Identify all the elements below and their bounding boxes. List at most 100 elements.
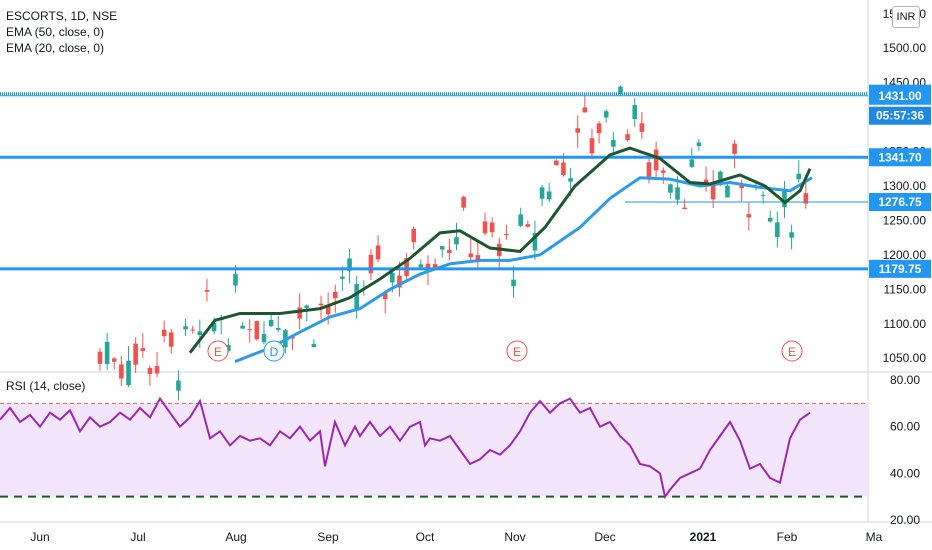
price-tick-label: 1500.00 (883, 41, 927, 55)
candle-body (439, 246, 445, 250)
candle-body (718, 171, 723, 180)
candle-body (618, 86, 623, 94)
candle-body (689, 159, 695, 167)
candle-body (447, 249, 452, 253)
candle-body (625, 134, 630, 141)
candle-body (126, 360, 131, 386)
candle-body (404, 258, 409, 277)
candle-body (226, 344, 231, 352)
candle-body (546, 191, 552, 200)
price-label-box (869, 259, 931, 278)
rsi-tick-label: 40.00 (890, 466, 920, 480)
price-tick-label: 1250.00 (883, 213, 927, 227)
rsi-label[interactable]: RSI (14, close) (6, 379, 86, 393)
candle-body (803, 193, 809, 204)
candle-body (568, 178, 573, 182)
rsi-tick-label: 20.00 (890, 513, 920, 527)
candle-body (161, 329, 167, 337)
candle-body (254, 321, 260, 340)
candle-body (325, 306, 331, 315)
time-tick-label: Feb (777, 530, 798, 544)
candle-body (646, 162, 652, 177)
time-tick-label: Nov (504, 530, 525, 544)
candle-body (432, 264, 438, 270)
candle-body (233, 274, 238, 286)
candle-body (489, 222, 495, 233)
candle-body (275, 328, 281, 330)
candle-body (347, 258, 352, 271)
candle-body (539, 187, 545, 199)
horizontal-levels[interactable] (0, 92, 868, 271)
candle-body (596, 123, 602, 134)
candle-body (575, 128, 581, 133)
candle-body (789, 232, 794, 238)
candle-body (147, 367, 153, 374)
candle-body (411, 228, 417, 243)
candle-body (197, 331, 203, 336)
time-tick-label: Ma (866, 530, 883, 544)
candle-body (390, 272, 395, 283)
event-marker-circle (263, 340, 285, 362)
candle-body (739, 185, 744, 189)
candle-body (297, 307, 302, 319)
candle-body (760, 194, 766, 196)
candle-body (261, 334, 267, 343)
time-axis[interactable]: Jun Jul Aug Sep Oct Nov Dec 2021 Feb Ma (30, 530, 882, 544)
candle-body (511, 279, 516, 287)
candle-body (668, 184, 673, 193)
chart-legend: ESCORTS, 1D, NSE EMA (50, close, 0) EMA … (6, 8, 117, 56)
time-tick-label: Oct (416, 530, 435, 544)
ema50-label[interactable]: EMA (50, close, 0) (6, 25, 105, 39)
candle-body (454, 237, 459, 245)
price-label-text: 1179.75 (879, 262, 922, 276)
candle-body (247, 329, 253, 331)
price-label-box (869, 86, 931, 105)
candle-body (710, 182, 716, 200)
candle-body (682, 207, 687, 210)
ema50-line (234, 176, 813, 364)
candle-body (397, 275, 402, 288)
rsi-tick-label: 80.00 (890, 373, 920, 387)
event-marker-label: E (513, 345, 521, 359)
candle-body (111, 358, 117, 362)
candle-body (154, 366, 160, 374)
candle-body (732, 143, 737, 154)
price-axis[interactable]: 1550.001500.001450.001400.001350.001300.… (869, 7, 931, 527)
candle-body (775, 222, 780, 238)
candle-body (375, 245, 381, 260)
candle-body (554, 160, 559, 166)
candle-body (332, 291, 338, 299)
candle-body (311, 343, 317, 348)
price-label-box (869, 148, 931, 167)
rsi-pane (0, 396, 868, 500)
price-label-box (869, 106, 931, 125)
candle-body (468, 253, 474, 258)
candle-body (104, 341, 110, 364)
candle-body (190, 329, 195, 331)
ema20-label[interactable]: EMA (20, close, 0) (6, 41, 105, 55)
candle-body (119, 364, 124, 379)
symbol-label[interactable]: ESCORTS, 1D, NSE (6, 9, 118, 23)
candle-body (304, 305, 310, 308)
candle-body (340, 276, 345, 279)
candle-body (582, 107, 588, 113)
ema-lines (188, 146, 813, 364)
price-label-text: 1341.70 (878, 150, 922, 164)
candle-body (660, 170, 666, 173)
time-tick-label: Jul (130, 530, 145, 544)
price-label-box (869, 193, 931, 212)
event-marker-label: E (788, 345, 796, 359)
candle-body (354, 284, 359, 309)
candle-body (589, 138, 595, 154)
candle-body (176, 380, 181, 391)
candle-body (140, 348, 146, 352)
candle-body (318, 303, 324, 306)
price-label-text: 1276.75 (878, 195, 922, 209)
candle-body (796, 173, 802, 180)
price-tick-label: 1100.00 (884, 317, 927, 331)
candle-body (204, 289, 210, 292)
candle-body (782, 191, 787, 208)
currency-button[interactable]: INR (892, 6, 920, 28)
